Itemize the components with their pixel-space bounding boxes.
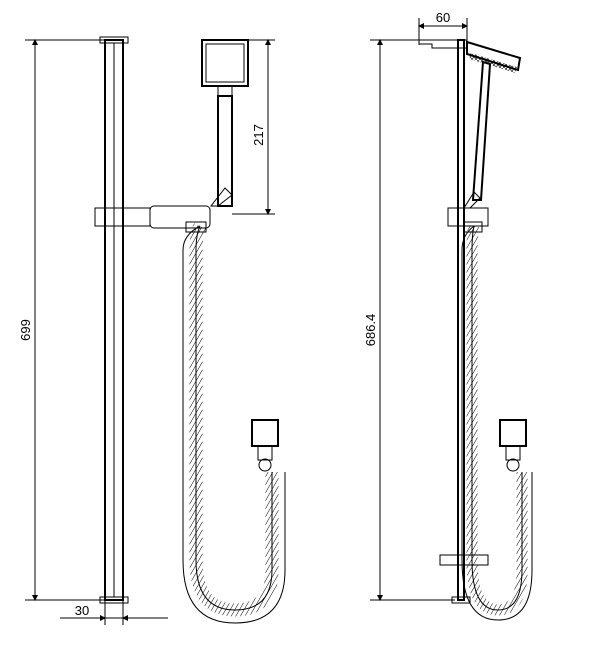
handset-side <box>467 42 520 200</box>
technical-drawing: 699 30 217 <box>0 0 589 647</box>
side-view: 60 686.4 <box>363 10 532 620</box>
dim-rail-height-front-label: 699 <box>18 319 33 341</box>
dim-handset-length-label: 217 <box>251 124 266 146</box>
slider-bracket-front <box>95 188 232 228</box>
wall-outlet-front <box>252 420 278 471</box>
wall-outlet-side <box>500 420 526 471</box>
handset-front <box>202 40 248 206</box>
slide-rail-front <box>100 37 128 603</box>
dim-rail-width-label: 30 <box>75 603 89 618</box>
hose-front <box>183 222 285 623</box>
dim-rail-height-side: 686.4 <box>363 40 455 600</box>
dim-rail-height-front: 699 <box>18 40 110 600</box>
dim-rail-width: 30 <box>60 600 168 625</box>
dim-handset-length: 217 <box>232 40 275 214</box>
front-view: 699 30 217 <box>18 37 285 625</box>
dim-head-width-label: 60 <box>436 10 450 25</box>
dim-rail-height-side-label: 686.4 <box>363 314 378 347</box>
